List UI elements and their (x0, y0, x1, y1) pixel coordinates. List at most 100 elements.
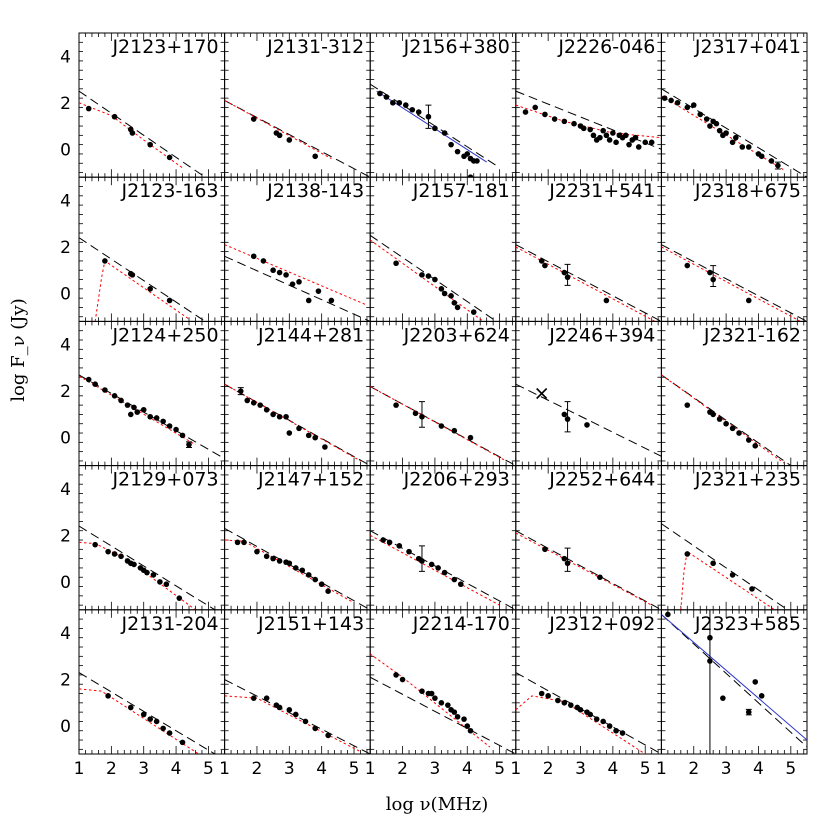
panel-J2323+585: J2323+585 (660, 609, 808, 755)
x-tick-label: 4 (607, 759, 618, 779)
panel-title: J2312+092 (548, 613, 655, 635)
fit-curve (79, 102, 183, 169)
data-point (600, 127, 606, 134)
panel-plot (661, 88, 808, 178)
panel-J2312+092: J2312+092 (515, 609, 662, 755)
y-tick-label: 2 (60, 238, 71, 258)
data-point (124, 402, 131, 408)
data-point (587, 126, 594, 133)
data-point (739, 144, 746, 150)
data-point (127, 411, 134, 418)
panel-plot (370, 83, 497, 178)
data-point (745, 297, 752, 304)
data-point (564, 560, 571, 567)
panel-title: J2138-143 (266, 180, 364, 202)
data-point (166, 297, 173, 304)
panel-J2321+235: J2321+235 (660, 465, 808, 611)
data-point (593, 716, 600, 722)
data-point (451, 299, 458, 306)
panel-J2206+293: J2206+293 (369, 465, 517, 611)
data-point (286, 430, 293, 436)
data-point (467, 727, 474, 734)
data-point (428, 690, 435, 697)
panel-ticks (515, 465, 662, 610)
data-point (448, 293, 454, 299)
data-point (276, 704, 283, 711)
data-point (289, 281, 296, 287)
y-tick-label: 4 (60, 480, 71, 500)
panel-ticks (224, 465, 371, 610)
cross-marker (536, 387, 548, 400)
data-point (561, 118, 568, 125)
data-point (542, 262, 548, 269)
data-point (610, 130, 616, 136)
data-point (632, 134, 639, 141)
data-point (393, 672, 399, 678)
x-tick-label: 3 (138, 759, 149, 779)
data-point (684, 402, 691, 408)
panel-J2252+644: J2252+644 (515, 465, 662, 611)
data-point (250, 400, 257, 406)
data-point (674, 99, 681, 106)
panel-plot (370, 234, 497, 322)
x-tick-label: 5 (203, 759, 214, 779)
panel-title: J2323+585 (694, 613, 801, 635)
data-point (623, 132, 629, 139)
data-point (600, 718, 606, 725)
data-point (163, 581, 170, 588)
data-point (758, 153, 765, 160)
panel-plot (661, 523, 788, 610)
panel-title: J2206+293 (403, 469, 510, 491)
panel-ticks (224, 33, 371, 178)
panel-title: J2147+152 (257, 469, 364, 491)
data-point (613, 727, 619, 734)
data-point (186, 441, 192, 448)
panel-plot (370, 653, 516, 754)
panel-J2321-162: J2321-162 (660, 320, 808, 467)
data-point (713, 120, 720, 127)
data-point (597, 134, 603, 141)
panel-J2318+675: J2318+675 (660, 176, 808, 322)
x-tick-label: 5 (494, 759, 505, 779)
panel-plot (661, 244, 808, 322)
data-point (270, 555, 276, 562)
data-point (380, 537, 386, 543)
data-point (299, 567, 306, 574)
data-point (542, 546, 548, 553)
data-point (147, 413, 153, 420)
data-point (118, 553, 124, 560)
fit-curve (515, 246, 656, 322)
data-point (263, 553, 270, 560)
fit-curve (224, 695, 361, 753)
panel-ticks (78, 321, 225, 466)
x-tick-label: 4 (171, 759, 182, 779)
data-point (85, 376, 92, 383)
reference-line (79, 525, 216, 610)
data-point (603, 297, 610, 304)
data-point (92, 381, 98, 387)
panel-ticks (224, 177, 371, 322)
fit-curve (370, 386, 507, 462)
data-point (102, 387, 108, 393)
data-point (684, 551, 691, 557)
data-point (276, 413, 283, 420)
data-point (752, 679, 759, 685)
data-point (419, 413, 425, 420)
y-tick-label: 4 (60, 191, 71, 211)
data-point (665, 611, 671, 618)
panel-plot (79, 90, 206, 178)
panel-J2203+624: J2203+624 (369, 320, 517, 467)
reference-line (515, 530, 662, 610)
data-point (328, 297, 335, 304)
data-point (606, 723, 613, 729)
panel-title: J2124+250 (111, 324, 218, 346)
panel-J2317+041: J2317+041 (660, 32, 808, 178)
x-tick-label: 2 (688, 759, 699, 779)
data-point (454, 148, 461, 155)
y-tick-label: 0 (60, 429, 71, 449)
data-point (234, 539, 241, 546)
data-point (729, 425, 736, 432)
fit-curve (224, 100, 332, 160)
data-point (590, 132, 597, 139)
panel-title: J2129+073 (111, 469, 218, 491)
